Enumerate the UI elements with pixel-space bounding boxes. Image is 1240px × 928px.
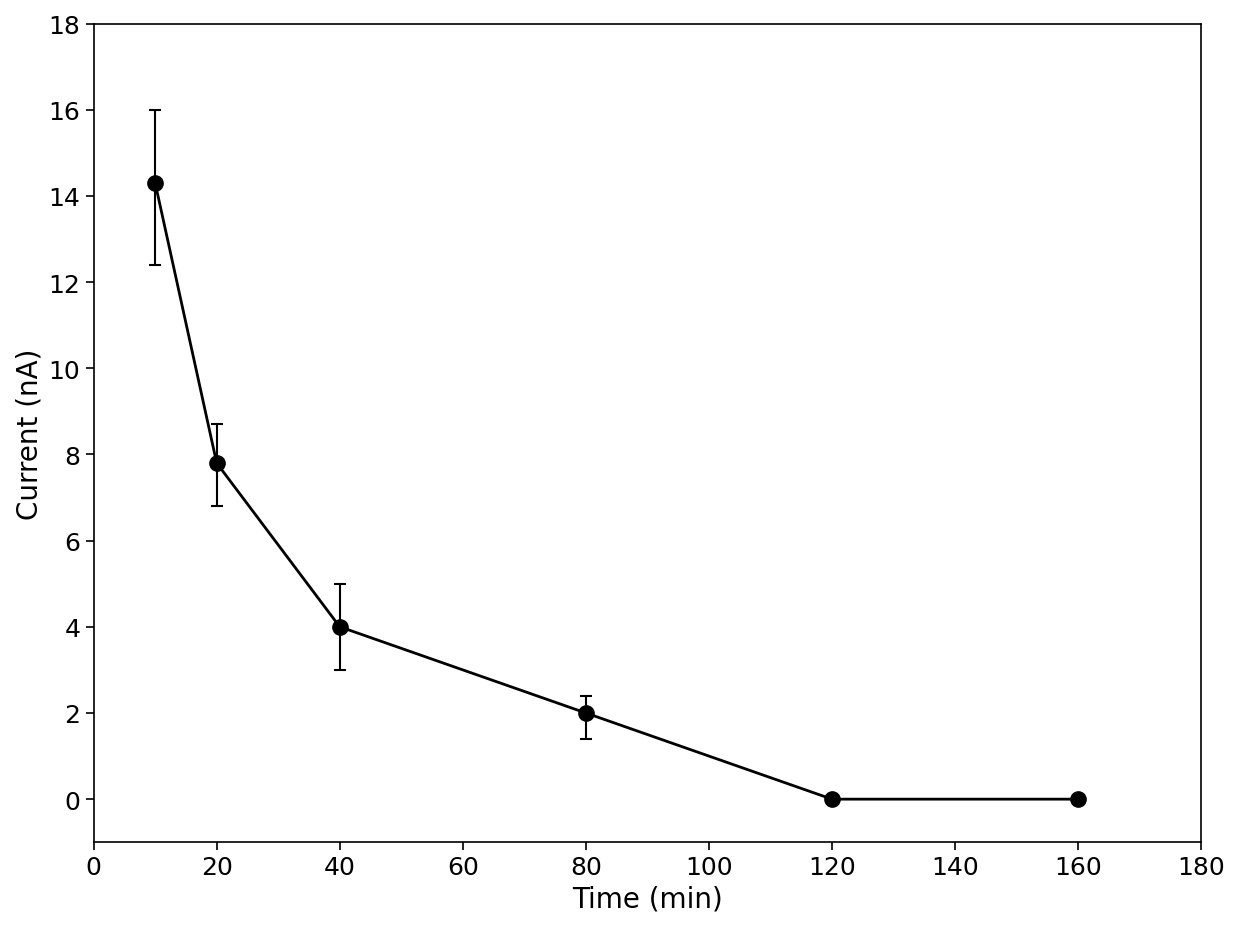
Y-axis label: Current (nA): Current (nA) (15, 348, 43, 519)
X-axis label: Time (min): Time (min) (572, 885, 723, 913)
